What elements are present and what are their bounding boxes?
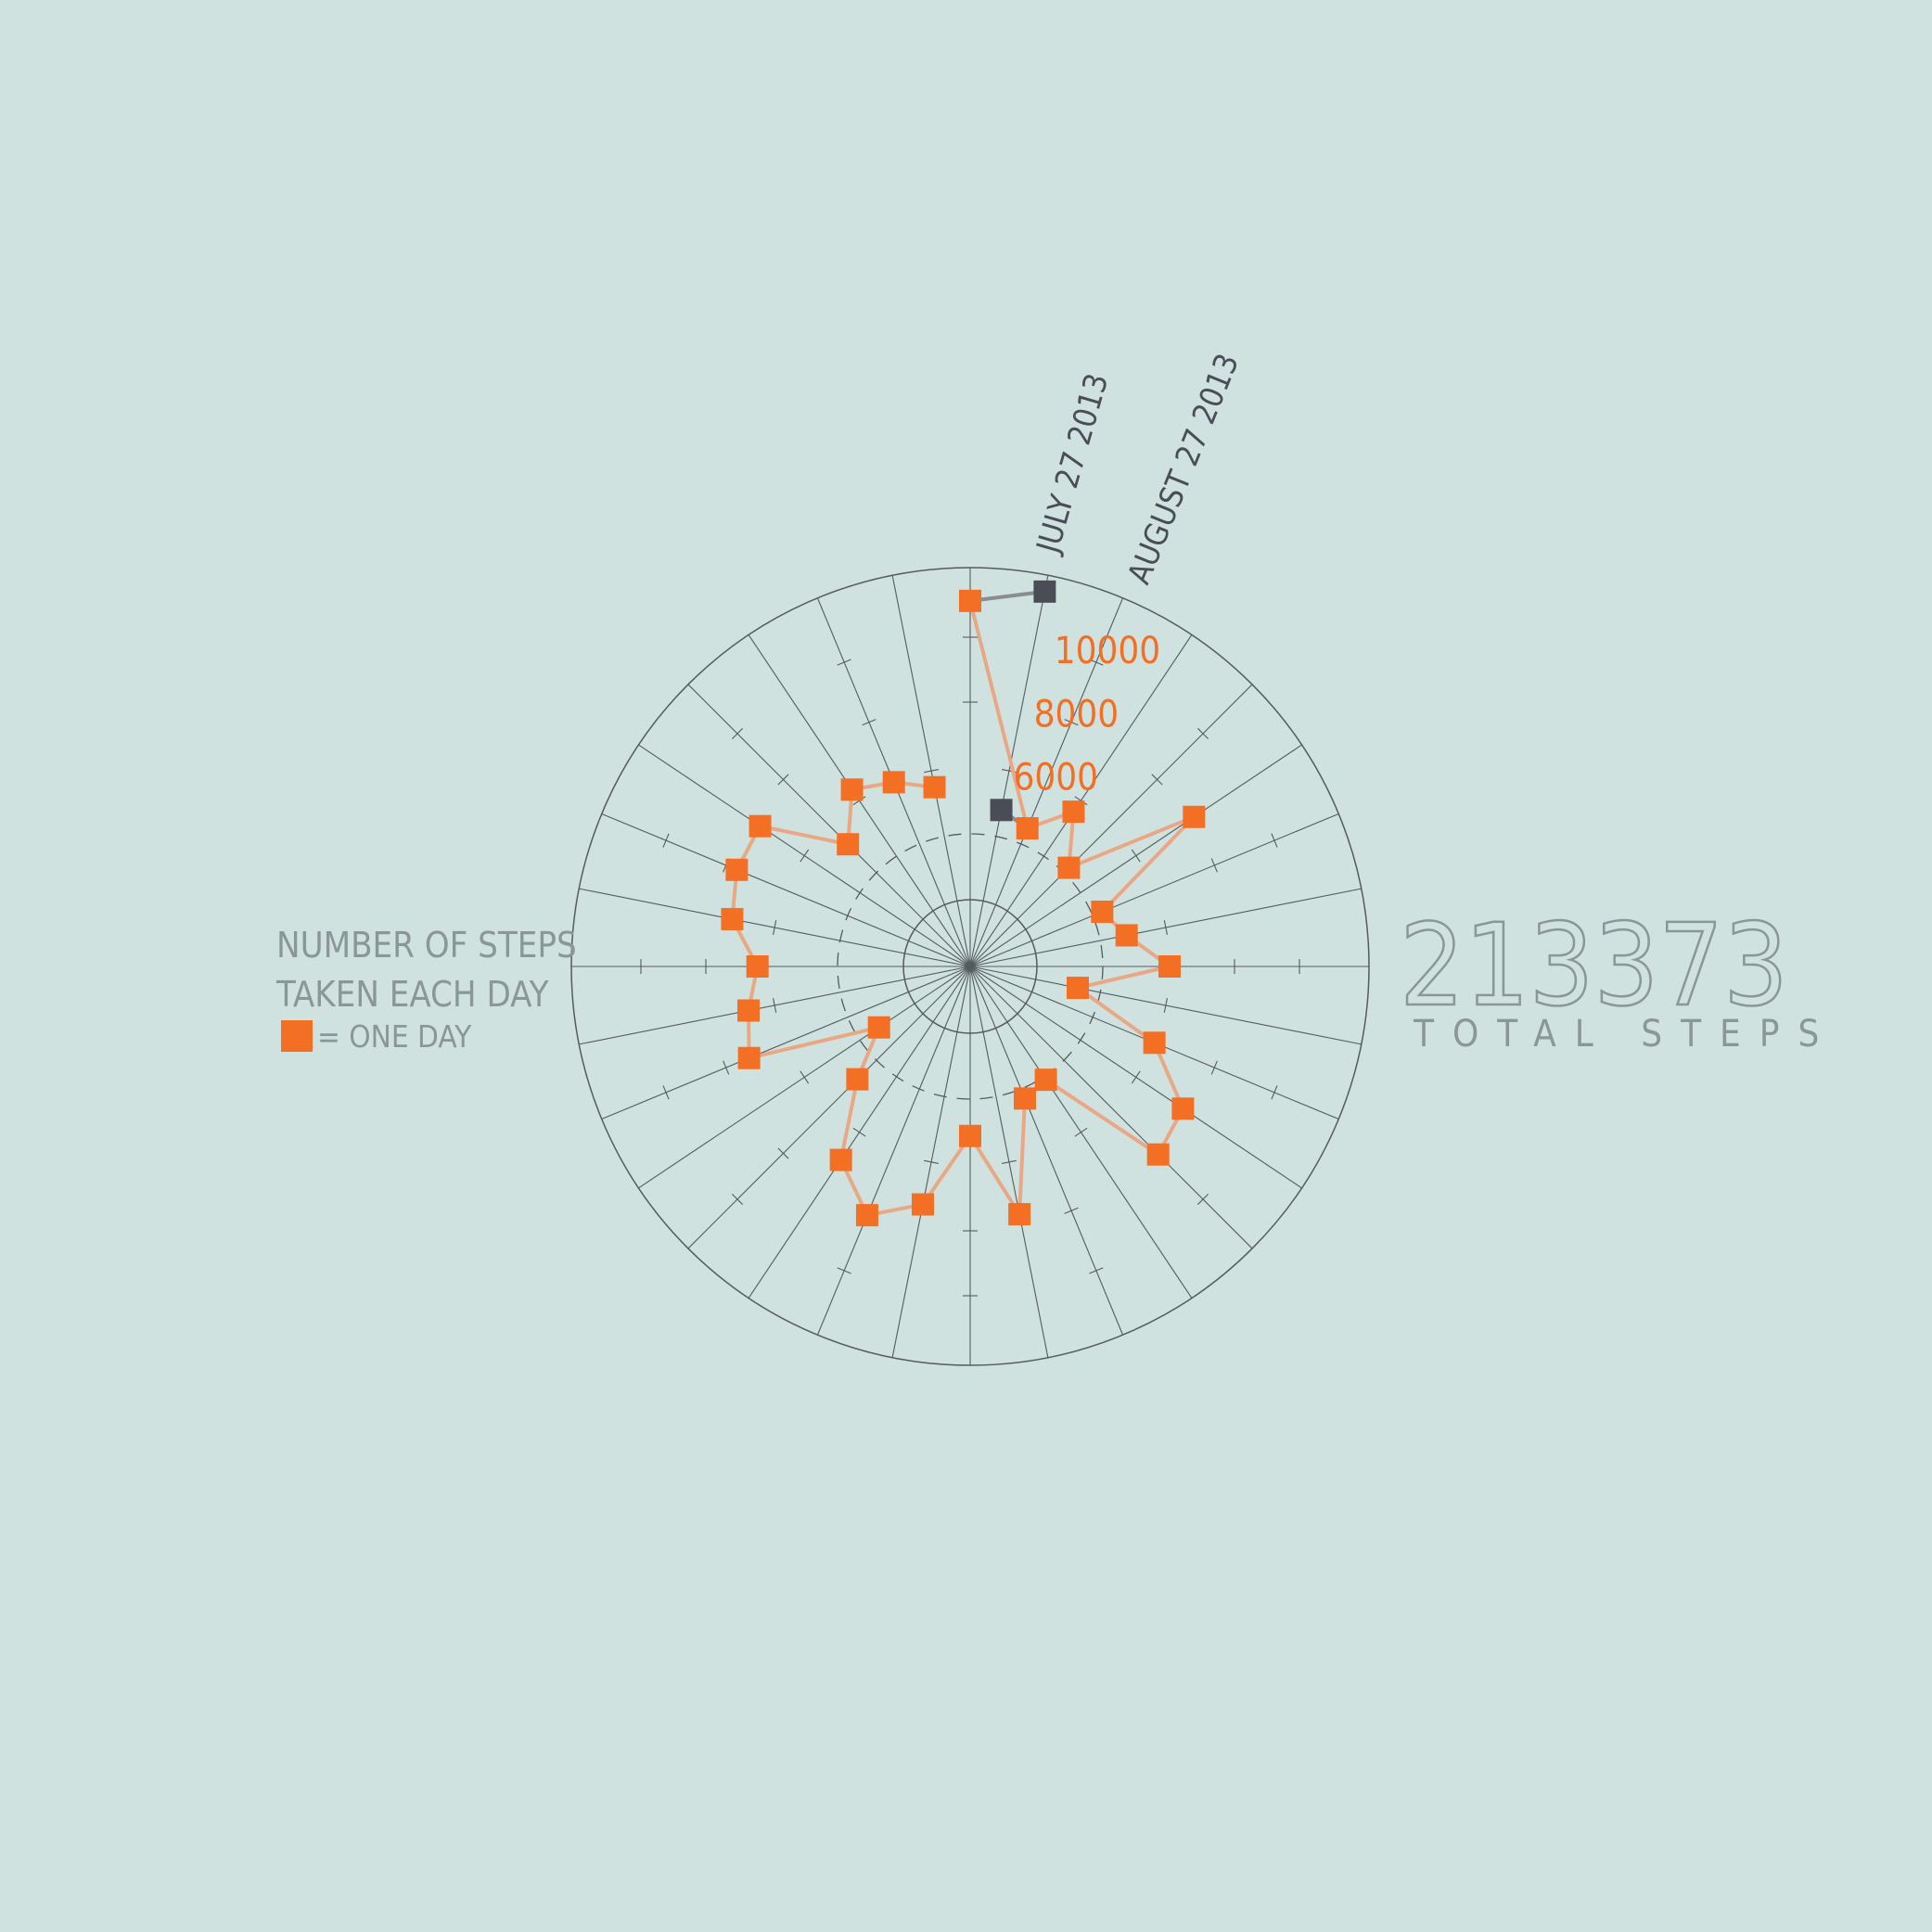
spoke — [969, 966, 1124, 1336]
legend-line-1: NUMBER OF STEPS — [276, 925, 577, 966]
day-marker — [1034, 1068, 1057, 1092]
spoke-tick — [1271, 833, 1278, 848]
spoke — [969, 966, 1253, 1249]
spoke-tick — [662, 1085, 670, 1100]
spoke-tick — [1089, 659, 1104, 666]
total-steps-block: 213373 TOTAL STEPS — [1399, 899, 1837, 1056]
day-marker — [855, 1204, 878, 1227]
spoke-tick — [924, 769, 940, 774]
date-marker — [990, 799, 1013, 822]
day-marker — [1171, 1097, 1195, 1120]
ring-label-10000: 10000 — [1055, 630, 1160, 672]
day-marker — [746, 955, 769, 978]
spoke-tick — [1089, 1267, 1104, 1274]
spoke-tick — [723, 1060, 730, 1075]
legend-marker-swatch — [281, 1020, 313, 1052]
day-marker — [829, 1148, 852, 1171]
legend-marker-caption: = ONE DAY — [317, 1018, 472, 1055]
day-marker — [1057, 856, 1081, 879]
spoke-tick — [1163, 997, 1168, 1013]
legend: NUMBER OF STEPS TAKEN EACH DAY = ONE DAY — [275, 925, 577, 1055]
day-marker — [1062, 800, 1085, 824]
day-marker — [923, 775, 946, 799]
day-marker — [867, 1016, 890, 1039]
spoke-tick — [1210, 1060, 1218, 1075]
spoke-tick — [1196, 1193, 1209, 1206]
day-marker — [725, 858, 748, 881]
day-marker — [1016, 817, 1039, 840]
date-label: AUGUST 27 2013 — [1120, 349, 1247, 589]
day-marker — [1183, 805, 1206, 828]
spoke — [687, 684, 971, 967]
spoke — [601, 812, 971, 967]
spoke-tick — [1001, 1159, 1017, 1164]
spoke-tick — [1151, 774, 1163, 786]
day-marker — [1091, 901, 1114, 924]
spoke-tick — [1131, 849, 1141, 863]
legend-line-2: TAKEN EACH DAY — [275, 974, 549, 1015]
ring-label-6000: 6000 — [1013, 757, 1098, 800]
spoke-tick — [1196, 727, 1209, 740]
spoke — [969, 684, 1253, 967]
spoke-tick — [837, 659, 851, 666]
spoke-tick — [1131, 1070, 1141, 1084]
spoke-tick — [773, 920, 777, 936]
spoke — [601, 966, 971, 1120]
date-label: JULY 27 2013 — [1030, 369, 1117, 558]
day-marker — [737, 1046, 761, 1069]
start-connector — [969, 589, 1045, 603]
spoke-tick — [800, 849, 810, 863]
spoke — [687, 966, 971, 1249]
spoke-tick — [1210, 858, 1218, 873]
total-steps-value: 213373 — [1400, 900, 1788, 1031]
chart-labels: 6000 8000 10000 JULY 27 2013 AUGUST 27 2013 — [1013, 349, 1247, 800]
day-marker — [1158, 955, 1181, 978]
day-marker — [882, 771, 905, 794]
spoke-tick — [1064, 1207, 1079, 1214]
ring-label-8000: 8000 — [1034, 693, 1120, 736]
spoke-tick — [731, 727, 744, 740]
day-marker — [837, 833, 860, 856]
day-marker — [1143, 1031, 1166, 1055]
day-marker — [846, 1068, 869, 1091]
date-marker — [1033, 580, 1056, 603]
day-marker — [1066, 977, 1089, 1000]
spoke-tick — [777, 774, 789, 786]
total-steps-caption: TOTAL STEPS — [1413, 1013, 1837, 1056]
spoke — [969, 812, 1339, 967]
spoke — [969, 597, 1124, 967]
day-marker — [1146, 1143, 1170, 1166]
spoke-tick — [862, 719, 876, 726]
spoke-tick — [777, 1147, 789, 1159]
spoke-tick — [1271, 1085, 1278, 1100]
spoke-tick — [1074, 1127, 1088, 1137]
spoke-tick — [731, 1193, 744, 1206]
spoke-tick — [852, 1127, 866, 1137]
day-marker — [1013, 1087, 1036, 1110]
day-markers — [721, 580, 1206, 1227]
spoke-tick — [924, 1159, 940, 1164]
day-marker — [737, 999, 761, 1022]
day-marker — [1115, 924, 1138, 947]
spoke — [816, 966, 971, 1336]
day-marker — [721, 907, 744, 930]
spoke-tick — [1163, 920, 1168, 936]
spoke-tick — [800, 1070, 810, 1084]
day-marker — [911, 1193, 934, 1216]
chart-grid — [570, 567, 1370, 1366]
spoke-tick — [773, 997, 777, 1013]
day-marker — [959, 1124, 981, 1147]
spoke-tick — [662, 833, 670, 848]
day-marker — [748, 814, 772, 838]
day-marker — [959, 589, 981, 612]
steps-line — [730, 600, 1196, 1218]
spoke-tick — [1064, 719, 1079, 726]
day-marker — [1008, 1203, 1031, 1226]
day-marker — [840, 778, 864, 801]
spoke-tick — [837, 1267, 851, 1274]
